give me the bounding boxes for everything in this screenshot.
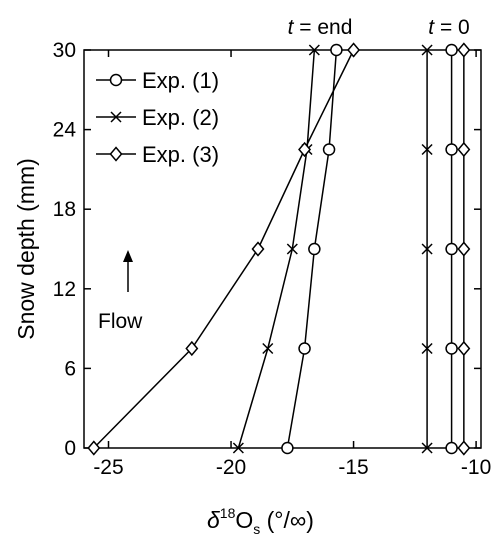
x-tick-label: -15 [338, 456, 368, 479]
data-point-end [298, 342, 311, 355]
plot-area [83, 49, 482, 449]
series-1 [281, 43, 458, 455]
x-ticks: -25 -20 -15 -10 [93, 50, 491, 479]
data-point-end [232, 442, 244, 454]
t-zero-rest: = 0 [434, 16, 470, 39]
x-tick-label: -10 [461, 456, 491, 479]
data-point-end [251, 241, 265, 257]
data-point-initial [421, 44, 433, 56]
data-point-end [87, 440, 101, 456]
series-2 [232, 44, 433, 454]
y-axis-title: Snow depth (mm) [13, 158, 39, 340]
y-tick-label: 6 [64, 357, 76, 380]
y-ticks: 0 6 12 18 24 30 [53, 39, 481, 460]
data-point-end [308, 242, 321, 256]
legend-label: Exp. (3) [142, 142, 219, 167]
series-layer [87, 42, 471, 456]
x-axis-title: δ18Os (°/∞) [207, 505, 314, 534]
y-tick-label: 24 [53, 119, 77, 142]
data-point-initial [457, 340, 471, 357]
x-axis-title-sup: 18 [220, 505, 236, 521]
data-point-end [322, 143, 336, 156]
data-point-end [262, 342, 274, 355]
data-point-initial [421, 243, 433, 255]
y-tick-label: 0 [64, 437, 76, 460]
legend-entry: Exp. (1) [96, 68, 219, 93]
y-tick-label: 12 [53, 278, 76, 301]
legend-marker [109, 146, 123, 162]
data-point-initial [445, 143, 458, 156]
t-end-label: t = end [288, 16, 353, 39]
t-zero-label: t = 0 [428, 16, 469, 39]
data-point-end [185, 340, 199, 357]
data-point-initial [445, 342, 458, 355]
arrow-up-icon [123, 250, 133, 262]
x-tick-label: -20 [216, 456, 246, 479]
t-end-italic: t [288, 16, 295, 39]
legend-marker [109, 73, 123, 87]
flow-label: Flow [98, 310, 143, 333]
x-axis-title-sub: s [253, 521, 260, 534]
data-point-end [347, 42, 361, 58]
data-point-initial [457, 241, 471, 257]
legend-label: Exp. (2) [142, 105, 219, 130]
x-axis-title-unit: (°/∞) [260, 507, 314, 533]
x-axis-title-main: O [235, 507, 253, 533]
data-point-initial [457, 141, 471, 158]
legend-entry: Exp. (3) [96, 142, 219, 167]
flow-arrow [123, 250, 133, 292]
legend-entry: Exp. (2) [96, 105, 219, 130]
data-point-initial [421, 143, 433, 156]
data-point-end [298, 141, 312, 158]
x-axis-title-delta: δ [207, 507, 220, 533]
y-tick-label: 30 [53, 39, 76, 62]
legend-label: Exp. (1) [142, 68, 219, 93]
legend-marker [110, 111, 122, 123]
y-axis-title-group: Snow depth (mm) [13, 158, 39, 340]
data-point-end [330, 43, 343, 57]
data-point-initial [457, 42, 471, 58]
data-point-initial [445, 43, 458, 57]
data-point-initial [421, 342, 433, 355]
data-point-initial [457, 440, 471, 456]
data-point-end [308, 44, 320, 56]
t-end-rest: = end [293, 16, 352, 39]
data-point-initial [445, 242, 458, 256]
data-point-end [286, 243, 298, 255]
data-point-initial [445, 441, 458, 455]
data-point-end [281, 441, 294, 455]
y-tick-label: 18 [53, 198, 76, 221]
t-zero-italic: t [428, 16, 435, 39]
series-3 [87, 42, 471, 456]
legend: Exp. (1) Exp. (2) Exp. (3) [96, 68, 219, 167]
data-point-initial [421, 442, 433, 454]
x-tick-label: -25 [93, 456, 123, 479]
